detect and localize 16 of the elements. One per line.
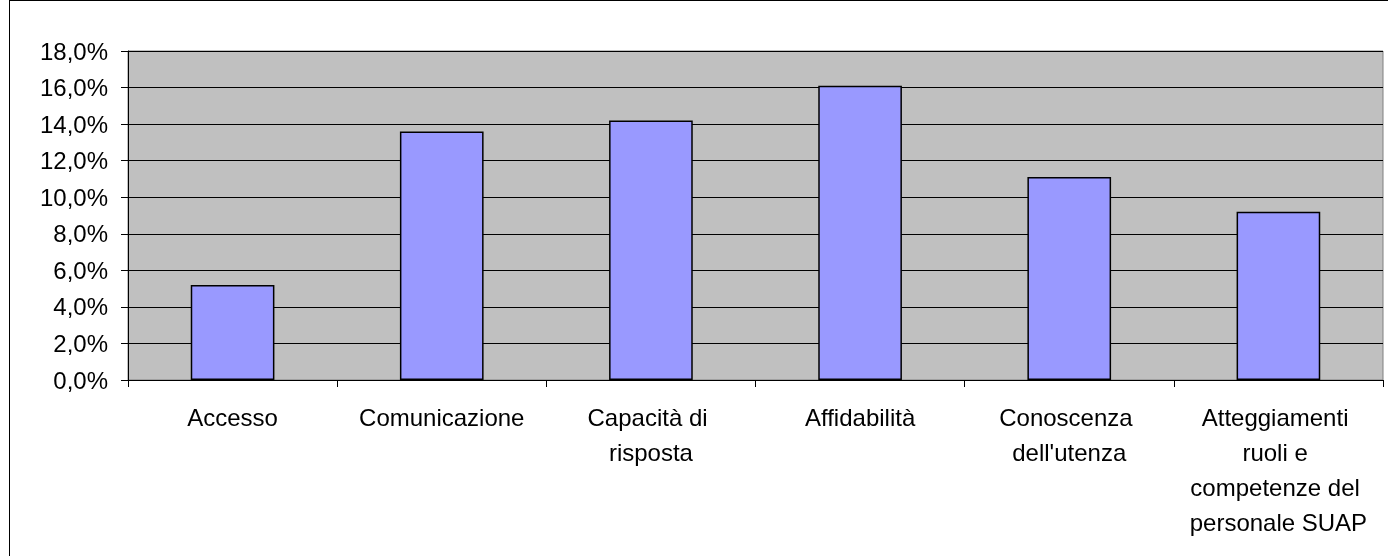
y-tick-label: 0,0%: [53, 366, 108, 394]
x-tick-label: Affidabilità: [804, 404, 916, 431]
y-tick-label: 12,0%: [39, 147, 108, 175]
x-tick-label: Conoscenza dell'utenza: [999, 404, 1140, 466]
x-tick-label: Atteggiamenti ruoli e competenze del personale SUAP: [1189, 404, 1368, 536]
y-tick-label: 4,0%: [53, 293, 108, 321]
y-tick-label: 16,0%: [39, 74, 108, 102]
y-tick-label: 8,0%: [53, 220, 108, 248]
y-tick-label: 10,0%: [39, 183, 108, 211]
y-tick-label: 6,0%: [53, 256, 108, 284]
x-tick-label: Accesso: [187, 404, 278, 431]
x-tick-label: Capacità di risposta: [587, 404, 715, 466]
y-tick-label: 18,0%: [39, 37, 108, 65]
x-tick-label: Comunicazione: [359, 404, 525, 431]
y-tick-label: 2,0%: [53, 329, 108, 357]
y-tick-label: 14,0%: [39, 110, 108, 138]
